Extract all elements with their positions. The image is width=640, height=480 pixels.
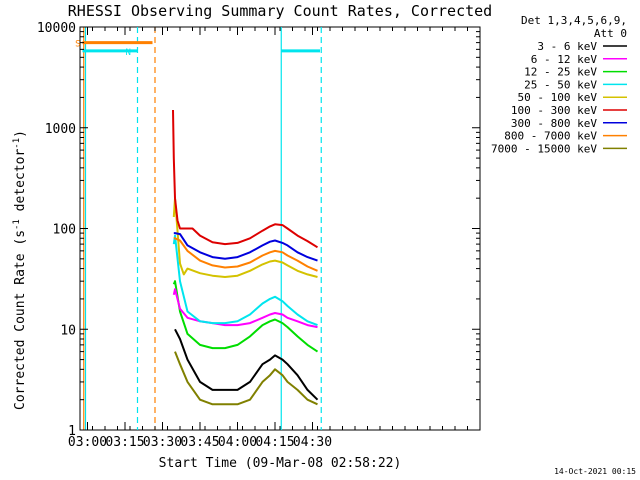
legend-header-1: Det 1,3,4,5,6,9, <box>521 14 627 27</box>
x-axis-label: Start Time (09-Mar-08 02:58:22) <box>159 456 402 471</box>
footer-timestamp: 14-Oct-2021 00:15 <box>554 467 636 476</box>
series-line <box>174 351 318 406</box>
legend-entry-label: 3 - 6 keV <box>537 40 597 53</box>
series-line <box>172 197 318 278</box>
legend-header-2: Att 0 <box>594 27 627 40</box>
y-axis-label-main: Corrected Count Rate (s <box>13 230 28 410</box>
x-tick-label: 03:45 <box>180 435 219 450</box>
legend-entry-label: 12 - 25 keV <box>524 66 597 79</box>
y-axis-label-sup1: -1 <box>12 219 22 230</box>
series-lines <box>172 109 319 406</box>
y-tick-label: 1000 <box>45 122 76 137</box>
y-tick-label: 10 <box>60 323 76 338</box>
legend-entry-label: 800 - 7000 keV <box>504 130 597 143</box>
x-tick-label: 03:00 <box>68 435 107 450</box>
vertical-markers <box>83 27 322 430</box>
legend-entry-label: 300 - 800 keV <box>511 117 597 130</box>
flag-bars: SN <box>75 40 320 58</box>
legend-entry-label: 25 - 50 keV <box>524 78 597 91</box>
legend-entry-label: 100 - 300 keV <box>511 104 597 117</box>
series-line <box>172 109 319 249</box>
legend-entry-label: 50 - 100 keV <box>518 91 598 104</box>
y-tick-label: 10000 <box>37 21 76 36</box>
plot-frame <box>79 26 481 431</box>
series-line <box>172 234 318 327</box>
y-axis-label-sup2: -1 <box>12 138 22 149</box>
y-axis-label-end: ) <box>13 130 28 138</box>
flag-bar-label: S <box>75 40 80 50</box>
x-tick-label: 03:30 <box>143 435 182 450</box>
legend-entry-label: 6 - 12 keV <box>531 53 598 66</box>
legend-entry-label: 7000 - 15000 keV <box>491 142 597 155</box>
series-line <box>172 288 318 329</box>
axis-ticks: 1 10 100 1000 10000 03:0003:1503:3003:4504:00… <box>37 21 481 450</box>
y-axis-label-mid: detector <box>13 149 28 220</box>
series-line <box>173 232 318 262</box>
y-axis-label: Corrected Count Rate (s-1 detector-1) <box>12 130 28 410</box>
series-line <box>173 237 318 272</box>
flag-bar-label: N <box>126 48 131 58</box>
chart-title: RHESSI Observing Summary Count Rates, Co… <box>68 2 492 20</box>
y-tick-label: 100 <box>53 223 76 238</box>
x-tick-label: 04:15 <box>255 435 294 450</box>
series-line <box>174 328 319 401</box>
series-line <box>172 280 319 353</box>
x-tick-label: 04:30 <box>293 435 332 450</box>
y-tick-label: 1 <box>68 424 76 439</box>
x-tick-label: 03:15 <box>105 435 144 450</box>
x-tick-label: 04:00 <box>218 435 257 450</box>
